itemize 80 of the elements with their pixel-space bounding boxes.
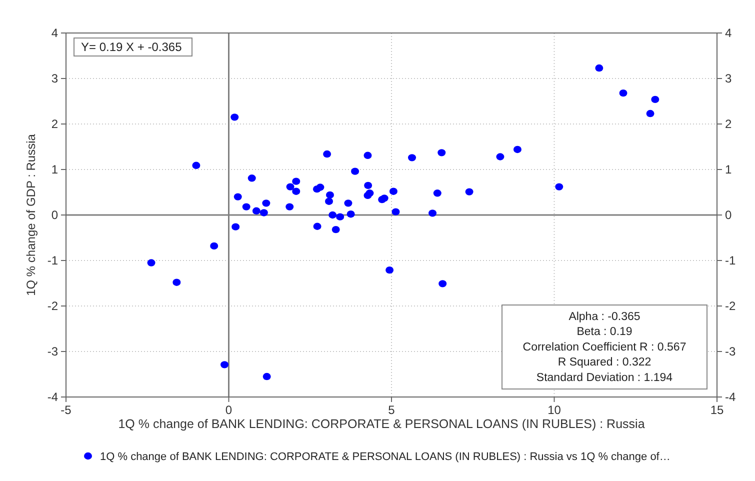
x-tick-label: 5 (388, 403, 396, 417)
y-axis-title: 1Q % change of GDP : Russia (24, 134, 38, 296)
annotation: Beta : 0.19 (576, 326, 632, 338)
y2-tick-label: 4 (725, 26, 732, 40)
point (262, 200, 270, 207)
point (262, 372, 271, 380)
point (260, 209, 268, 216)
point (336, 213, 344, 220)
point (428, 210, 437, 217)
point (465, 188, 474, 196)
y-tick-label: 0 (51, 208, 58, 222)
annotation: Y= 0.19 X + -0.365 (81, 40, 182, 54)
point (438, 280, 447, 288)
point (651, 96, 660, 104)
x-tick-label: -5 (60, 403, 72, 417)
y-tick-label: 1 (51, 162, 58, 176)
y-tick-label: 3 (51, 72, 58, 86)
point (286, 183, 294, 190)
y2-tick-label: 3 (725, 72, 732, 86)
x-tick-label: 15 (710, 403, 724, 417)
point (326, 191, 334, 199)
y-tick-label: -3 (47, 344, 58, 358)
point (316, 184, 324, 191)
y-tick-label: 4 (51, 26, 58, 40)
point (172, 278, 181, 286)
point (433, 190, 442, 197)
point (364, 192, 372, 200)
y2-tick-label: -2 (725, 299, 736, 313)
point (595, 64, 604, 72)
point (210, 242, 218, 250)
annotation: Correlation Coefficient R : 0.567 (522, 341, 686, 354)
point (248, 174, 256, 182)
x-axis-title: 1Q % change of BANK LENDING: CORPORATE & PERSONAL LOANS (IN RUBLES) : Russia (118, 417, 645, 431)
point (496, 153, 504, 160)
y2-tick-label: 1 (725, 162, 732, 176)
y2-tick-label: -4 (725, 390, 736, 404)
point (392, 208, 400, 216)
point (364, 152, 372, 159)
point (346, 210, 355, 218)
x-tick-label: 10 (548, 403, 562, 417)
point (323, 150, 332, 158)
point (232, 223, 240, 230)
y2-tick-label: -3 (725, 344, 736, 358)
point (619, 89, 628, 97)
point (438, 149, 446, 156)
y2-tick-label: 2 (725, 117, 732, 131)
y-tick-label: -4 (47, 390, 58, 404)
point (555, 183, 564, 190)
point (230, 114, 239, 121)
point (386, 266, 394, 274)
legend-label: 1Q % change of BANK LENDING: CORPORATE & PERSONAL LOANS (IN RUBLES) : Russia vs 1Q % change of… (100, 451, 670, 463)
point (252, 207, 260, 215)
point (344, 200, 352, 207)
point (292, 178, 300, 185)
point (351, 168, 360, 175)
point (513, 146, 522, 154)
point (220, 361, 229, 368)
y2-tick-label: -1 (725, 254, 736, 268)
point (328, 211, 337, 219)
y-tick-label: -2 (47, 299, 58, 313)
point (646, 110, 654, 118)
y2-tick-label: 0 (725, 208, 732, 222)
annotation: Standard Deviation : 1.194 (536, 372, 674, 384)
point (364, 182, 372, 190)
point (286, 203, 294, 210)
point (408, 154, 416, 162)
point (325, 198, 334, 205)
point (332, 226, 340, 234)
annotation: Alpha : -0.365 (568, 311, 640, 323)
x-tick-label: 0 (225, 403, 232, 417)
annotation: R Squared : 0.322 (558, 356, 652, 369)
y-tick-label: -1 (47, 254, 58, 268)
point (147, 259, 156, 266)
point (242, 203, 250, 210)
point (313, 222, 322, 230)
point (292, 188, 300, 195)
point (234, 193, 242, 200)
y-tick-label: 2 (51, 117, 58, 131)
point (192, 162, 200, 170)
point (389, 188, 398, 195)
